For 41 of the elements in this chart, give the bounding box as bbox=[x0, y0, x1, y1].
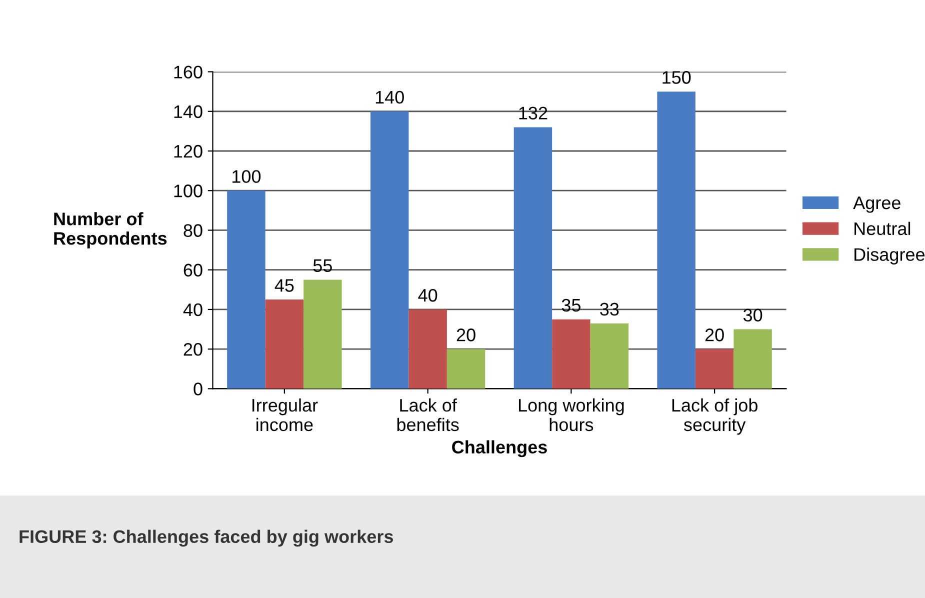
data-label: 100 bbox=[232, 170, 261, 183]
data-label: 20 bbox=[705, 328, 724, 342]
data-label: 20 bbox=[456, 328, 476, 342]
y-tick-label: 20 bbox=[184, 343, 202, 356]
bar bbox=[514, 127, 552, 389]
x-tick-label: Lack of benefits bbox=[397, 398, 459, 432]
bar bbox=[695, 349, 734, 389]
legend-label: Agree bbox=[853, 196, 900, 213]
y-axis-title: Number of Respondents bbox=[54, 212, 167, 248]
legend-label: Disagree bbox=[854, 248, 925, 265]
bar bbox=[227, 190, 266, 389]
y-tick-label: 160 bbox=[174, 66, 202, 78]
data-label: 140 bbox=[376, 90, 404, 104]
x-axis-title: Challenges bbox=[452, 440, 547, 458]
y-tick-label: 100 bbox=[174, 184, 202, 198]
data-label: 30 bbox=[743, 308, 762, 322]
x-tick-label: Lack of job security bbox=[672, 398, 758, 435]
bar bbox=[590, 323, 629, 389]
y-tick-label: 140 bbox=[174, 105, 202, 118]
legend-label: Neutral bbox=[854, 222, 910, 236]
data-label: 55 bbox=[313, 259, 332, 272]
x-tick-label: Long working hours bbox=[518, 398, 624, 432]
bar bbox=[370, 111, 409, 389]
y-tick-label: 40 bbox=[183, 303, 202, 316]
bar bbox=[446, 349, 486, 389]
data-label: 40 bbox=[418, 288, 438, 302]
bar bbox=[734, 329, 772, 389]
x-tick-label: Irregular income bbox=[252, 398, 318, 432]
bar bbox=[265, 300, 304, 389]
bar bbox=[408, 309, 447, 389]
bar bbox=[552, 319, 590, 389]
caption: FIGURE 3: Challenges faced by gig workers bbox=[20, 530, 394, 547]
bar bbox=[304, 280, 342, 389]
data-label: 150 bbox=[662, 71, 691, 84]
data-label: 45 bbox=[274, 279, 294, 292]
y-tick-label: 60 bbox=[184, 264, 202, 277]
y-tick-label: 0 bbox=[194, 382, 202, 396]
data-label: 35 bbox=[562, 298, 580, 312]
y-tick-label: 80 bbox=[184, 224, 202, 237]
bar bbox=[657, 92, 696, 389]
y-tick-label: 120 bbox=[174, 144, 202, 158]
